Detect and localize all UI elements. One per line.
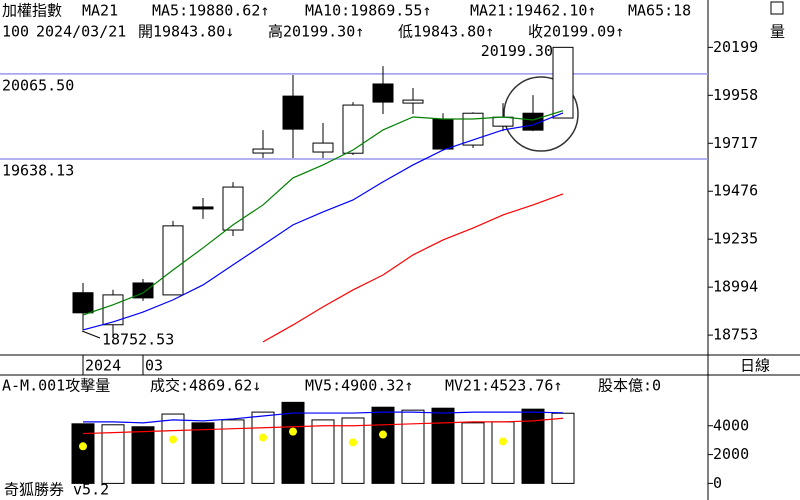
volume-bar bbox=[131, 426, 155, 484]
annotation-arrow bbox=[81, 330, 101, 339]
volume-bar bbox=[161, 413, 185, 484]
volume-bar bbox=[491, 421, 515, 484]
y-tick-label: 4000 bbox=[713, 416, 749, 434]
y-tick-label: 2000 bbox=[713, 445, 749, 463]
volume-bar bbox=[101, 424, 125, 484]
y-tick-label: 18753 bbox=[713, 326, 758, 344]
y-tick-label: 18994 bbox=[713, 278, 758, 296]
volume-bar bbox=[431, 407, 455, 484]
marker-dot bbox=[79, 442, 87, 451]
annotation: 18752.53 bbox=[102, 331, 174, 349]
reference-label: 19638.13 bbox=[2, 161, 74, 179]
window-icon[interactable] bbox=[770, 1, 784, 15]
volume-bar bbox=[191, 422, 215, 484]
marker-dot bbox=[169, 435, 177, 444]
reference-label: 20065.50 bbox=[2, 76, 74, 94]
ma-line bbox=[82, 110, 564, 316]
volume-bar bbox=[521, 408, 545, 484]
candle-body bbox=[402, 99, 424, 104]
candle-body bbox=[462, 112, 484, 146]
annotation: 20199.30 bbox=[481, 42, 553, 60]
y-tick-label: 19717 bbox=[713, 134, 758, 152]
volume-header: 股本億:0 bbox=[598, 377, 661, 395]
mv-line bbox=[83, 411, 564, 424]
marker-dot bbox=[499, 437, 507, 446]
volume-bar bbox=[371, 406, 395, 484]
volume-bar bbox=[71, 423, 95, 484]
volume-bar bbox=[461, 422, 485, 484]
quote-text: 低19843.80↑ bbox=[398, 23, 494, 41]
marker-dot bbox=[259, 433, 267, 442]
candle-body bbox=[282, 95, 304, 130]
volume-header: MV21:4523.76↑ bbox=[445, 377, 562, 395]
header-text: MA10:19869.55↑ bbox=[305, 2, 431, 20]
volume-bar bbox=[341, 417, 365, 484]
volume-header: 成交:4869.62↓ bbox=[150, 377, 261, 395]
highlight-circle bbox=[503, 76, 579, 152]
header-text: MA21 bbox=[82, 2, 118, 20]
quote-text: 高20199.30↑ bbox=[268, 23, 364, 41]
quote-text: 100 bbox=[2, 23, 29, 41]
candle-body bbox=[72, 292, 94, 314]
volume-bar bbox=[401, 409, 425, 484]
y-tick-label: 19958 bbox=[713, 86, 758, 104]
marker-dot bbox=[349, 438, 357, 447]
candle-body bbox=[552, 46, 574, 119]
header-text: MA5:19880.62↑ bbox=[152, 2, 269, 20]
volume-bar bbox=[281, 401, 305, 484]
header-text: 加權指數 bbox=[2, 2, 62, 20]
period-label: 日線 bbox=[740, 357, 770, 375]
x-tick-label: 03 bbox=[145, 357, 163, 375]
y-tick-label: 20199 bbox=[713, 38, 758, 56]
candle-body bbox=[192, 206, 214, 210]
price-plot bbox=[0, 46, 708, 343]
volume-bar bbox=[551, 412, 575, 484]
candle-body bbox=[312, 142, 334, 153]
marker-dot bbox=[289, 427, 297, 436]
ma-line bbox=[82, 112, 564, 331]
mv-line bbox=[82, 417, 564, 435]
candle-body bbox=[252, 148, 274, 154]
quote-text: 收20199.09↑ bbox=[528, 23, 624, 41]
volume-header: A-M.001攻擊量 bbox=[2, 377, 110, 395]
quote-text: 開19843.80↓ bbox=[138, 23, 234, 41]
quote-text: 2024/03/21 bbox=[36, 23, 126, 41]
volume-bar bbox=[221, 419, 245, 484]
quote-text: 量 bbox=[770, 23, 785, 41]
header-text: MA65:18 bbox=[628, 2, 691, 20]
volume-bar bbox=[311, 419, 335, 484]
volume-header: MV5:4900.32↑ bbox=[305, 377, 413, 395]
candle-body bbox=[222, 186, 244, 231]
volume-bar bbox=[251, 411, 275, 484]
footer: 奇狐勝券 v5.2 bbox=[4, 481, 109, 499]
candle-body bbox=[162, 225, 184, 296]
y-tick-label: 0 bbox=[713, 474, 722, 492]
candle-body bbox=[492, 116, 514, 127]
candle-body bbox=[432, 118, 454, 150]
marker-dot bbox=[379, 430, 387, 439]
ma-line bbox=[262, 193, 564, 343]
x-tick-label: 2024 bbox=[85, 357, 121, 375]
candle-body bbox=[132, 282, 154, 299]
candle-body bbox=[342, 104, 364, 154]
y-tick-label: 19235 bbox=[713, 230, 758, 248]
y-tick-label: 19476 bbox=[713, 182, 758, 200]
candle-body bbox=[372, 83, 394, 103]
header-text: MA21:19462.10↑ bbox=[470, 2, 596, 20]
